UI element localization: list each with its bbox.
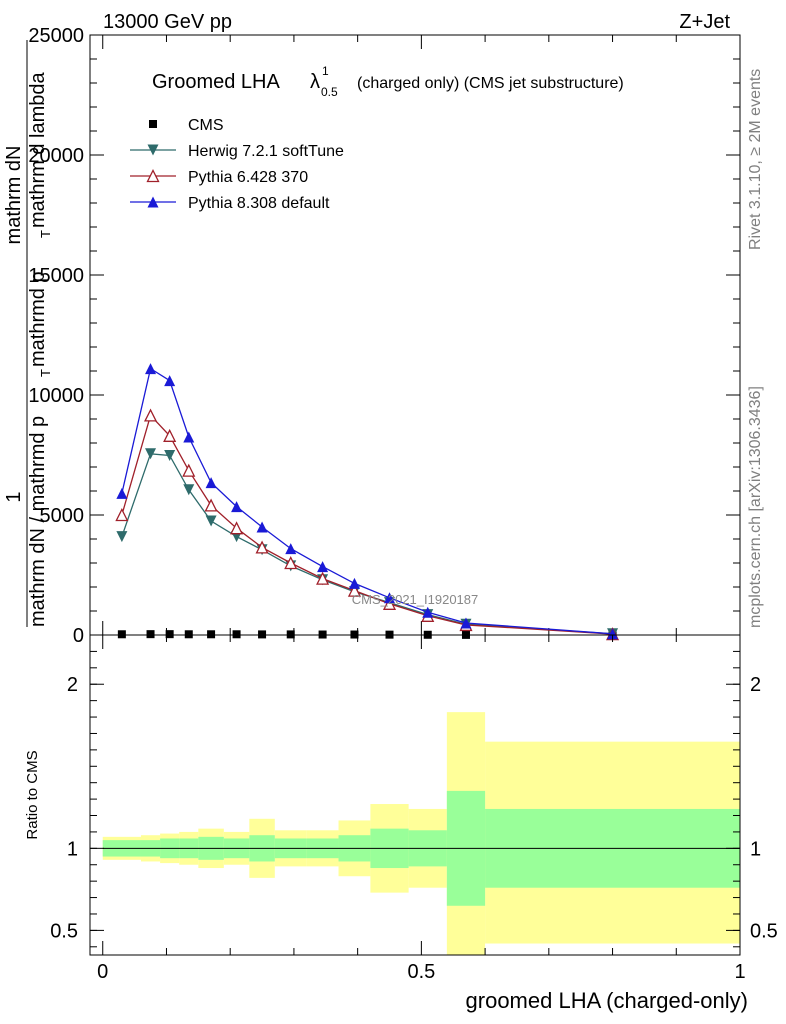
legend-label: Pythia 6.428 370 [188,169,308,186]
series-point-3 [422,606,434,618]
legend-label: Herwig 7.2.1 softTune [188,143,344,160]
ratio-xtick-label: 0 [97,961,108,983]
series-point-3 [116,487,128,499]
series-point-2 [230,521,244,535]
title-sup: 1 [322,64,329,78]
main-axes: 0 5000 10000 15000 20000 25000 [28,25,741,647]
series-point-1 [145,448,157,460]
ylabel-den-t2: T [38,230,53,238]
ratio-ytick-label-right: 2 [750,674,761,696]
title-main: Groomed LHA [152,71,280,93]
main-panel: 0 5000 10000 15000 20000 25000 CMS_2021_I1920… [28,25,741,647]
series-point-2 [382,596,397,610]
series-point-1 [116,531,128,543]
series-point-2 [316,571,330,585]
series-point-0 [146,630,155,639]
ratio-ytick-label-right: 0.5 [750,920,778,942]
legend-label: CMS [188,117,224,134]
plot-title: Groomed LHA λ 1 0.5 (charged only) (CMS … [152,64,624,99]
ratio-xtick-label: 1 [734,961,745,983]
ratio-ytick-label: 1 [67,838,78,860]
series-point-1 [164,449,176,461]
main-ytick-label: 25000 [28,25,84,47]
series-point-2 [255,540,269,554]
series-point-3 [145,363,157,375]
ratio-ylabel: Ratio to CMS [24,750,41,839]
series-point-0 [232,630,241,639]
main-ytick-label: 5000 [40,505,85,527]
header-energy: 13000 GeV pp [103,11,232,33]
ratio-bands [102,712,740,955]
ratio-xtick-label: 0.5 [407,961,435,983]
title-sub: 0.5 [321,85,338,99]
main-ylabel: 1 mathrm dN mathrm dN / mathrmd p T math… [3,40,53,627]
series-point-2 [347,583,362,597]
series-point-3 [183,431,195,443]
ratio-frame [89,634,741,956]
legend-marker [147,196,159,208]
ylabel-num: mathrm dN [3,146,25,245]
title-rest: (charged only) (CMS jet substructure) [357,75,624,92]
legend-marker [147,144,159,156]
series-point-2 [182,463,196,477]
series-point-3 [348,577,360,589]
series-point-3 [285,543,297,555]
legend: CMS Herwig 7.2.1 softTune Pythia 6.428 370… [130,117,344,212]
series-point-2 [204,498,218,512]
ylabel-den-c: mathrm d lambda [27,72,49,228]
ylabel-den-t1: T [38,369,53,377]
rivet-label: Rivet 3.1.10, ≥ 2M events [747,69,764,250]
series-point-2 [284,556,298,570]
ylabel-den-b: mathrmd p [27,271,49,367]
series-point-1 [183,484,195,496]
series-point-0 [117,630,126,639]
series-point-0 [165,630,174,639]
title-lambda: λ [310,71,320,93]
legend-label: Pythia 8.308 default [188,195,330,212]
series-point-3 [460,617,472,629]
series-point-3 [317,561,329,573]
series-line-1 [121,453,613,635]
ratio-panel: 0.5 0.51 12 20 0.5 1 Ratio to CMS groomed LHA… [24,634,778,1013]
ylabel-one: 1 [3,491,25,502]
series-line-3 [121,367,613,635]
series-point-3 [231,501,243,513]
series-point-0 [286,630,295,639]
series-point-2 [115,508,129,522]
main-ytick-label: 20000 [28,145,84,167]
series-point-3 [607,628,619,640]
series-point-2 [163,428,177,442]
main-ytick-label: 10000 [28,385,84,407]
series-point-2 [143,408,158,422]
ylabel-den-a: mathrm dN / mathrmd p [27,416,49,627]
series-point-3 [205,477,217,489]
ratio-ytick-label: 0.5 [50,920,78,942]
main-ytick-label: 0 [73,625,84,647]
header-process: Z+Jet [679,11,730,33]
ratio-axes: 0.5 0.51 12 20 0.5 1 [50,635,778,983]
watermark: CMS_2021_I1920187 [352,592,479,607]
series-point-0 [258,630,267,639]
ratio-ytick-label-right: 1 [750,838,761,860]
series-point-1 [205,515,217,527]
series-point-3 [164,375,176,387]
series-point-3 [256,521,268,533]
ratio-ytick-label: 2 [67,674,78,696]
legend-marker [146,169,160,183]
legend-marker [149,120,157,128]
x-axis-label: groomed LHA (charged-only) [466,988,748,1013]
mcplots-label: mcplots.cern.ch [arXiv:1306.3436] [747,386,764,628]
series-point-3 [384,592,396,604]
main-ytick-label: 15000 [28,265,84,287]
series-point-0 [207,630,216,639]
series-point-0 [184,630,193,639]
